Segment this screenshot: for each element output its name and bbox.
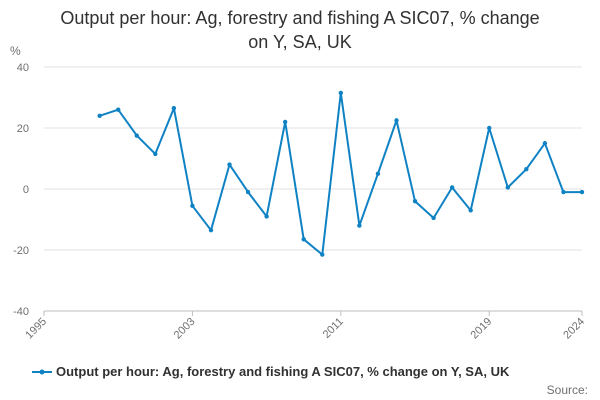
data-point bbox=[431, 215, 436, 221]
data-point bbox=[245, 189, 251, 195]
data-point bbox=[97, 113, 102, 119]
x-tick-label: 2024 bbox=[561, 316, 587, 342]
data-point bbox=[468, 208, 473, 213]
y-tick-label: 0 bbox=[23, 184, 29, 196]
data-point bbox=[134, 133, 139, 138]
source-label: Source: bbox=[546, 383, 588, 397]
x-tick-label: 2003 bbox=[172, 316, 198, 342]
y-axis-label: % bbox=[10, 44, 21, 58]
data-point bbox=[338, 90, 344, 96]
x-tick-label: 2011 bbox=[321, 316, 346, 341]
data-point bbox=[487, 125, 492, 131]
data-point bbox=[208, 227, 214, 233]
y-tick-label: -20 bbox=[13, 245, 29, 257]
series-line bbox=[99, 91, 582, 256]
data-point bbox=[561, 189, 566, 195]
data-point bbox=[412, 199, 418, 204]
data-point bbox=[449, 185, 455, 190]
chart-title: Output per hour: Ag, forestry and fishin… bbox=[0, 6, 600, 54]
grid-lines bbox=[44, 66, 582, 312]
legend-label: Output per hour: Ag, forestry and fishin… bbox=[56, 364, 510, 379]
data-point bbox=[153, 151, 158, 157]
chart-title-line-1: Output per hour: Ag, forestry and fishin… bbox=[60, 8, 540, 28]
data-point bbox=[394, 118, 399, 123]
data-point bbox=[375, 171, 381, 176]
y-tick-label: -40 bbox=[13, 306, 29, 318]
y-tick-label: 20 bbox=[17, 123, 29, 135]
chart-title-line-2: on Y, SA, UK bbox=[248, 32, 352, 52]
data-point bbox=[524, 166, 529, 172]
series-layer bbox=[97, 90, 585, 257]
legend[interactable]: Output per hour: Ag, forestry and fishin… bbox=[32, 364, 509, 379]
data-point bbox=[282, 119, 288, 125]
data-point bbox=[505, 185, 510, 190]
y-tick-label: 40 bbox=[17, 62, 29, 74]
data-point bbox=[301, 237, 306, 242]
data-point bbox=[357, 223, 362, 228]
x-tick-label: 2019 bbox=[469, 316, 495, 342]
data-point bbox=[264, 214, 269, 219]
data-point bbox=[190, 203, 195, 208]
data-point bbox=[579, 189, 585, 195]
data-point bbox=[116, 107, 121, 112]
data-point bbox=[171, 105, 177, 111]
legend-swatch-icon bbox=[32, 369, 52, 374]
data-point bbox=[227, 162, 232, 167]
data-point bbox=[320, 252, 325, 257]
x-tick-label: 1995 bbox=[23, 316, 49, 342]
data-point bbox=[542, 141, 548, 146]
